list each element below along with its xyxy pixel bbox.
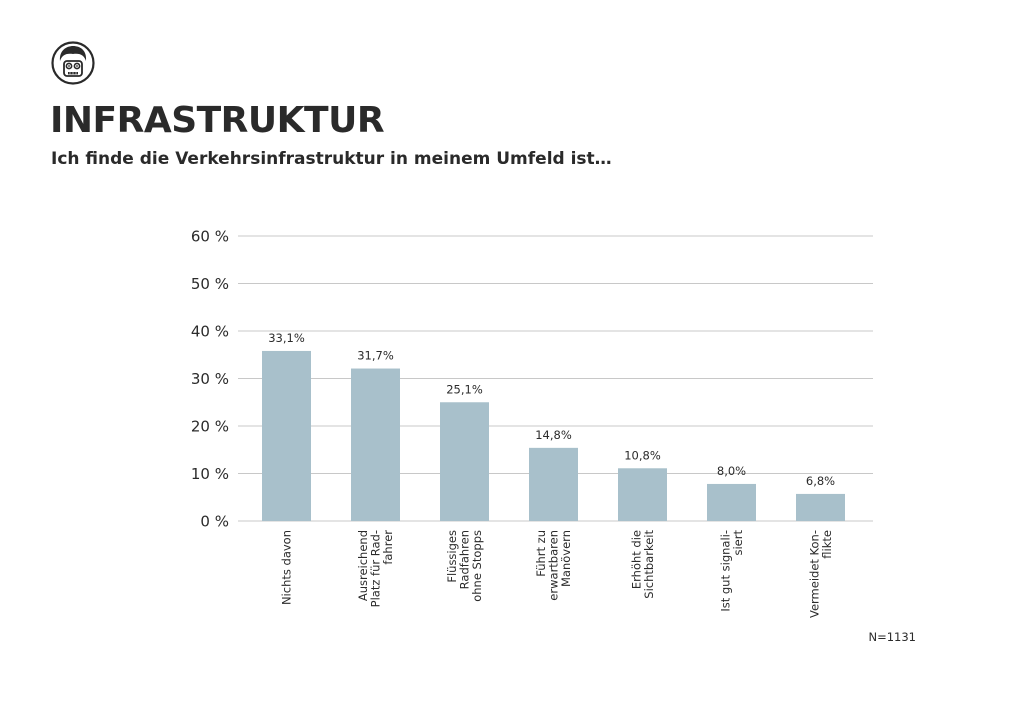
value-label: 33,1% xyxy=(268,331,305,345)
category-label-line: siert xyxy=(731,530,745,556)
y-tick-label: 30 % xyxy=(191,370,229,388)
y-tick-label: 60 % xyxy=(191,228,229,246)
value-label: 25,1% xyxy=(446,382,483,396)
bars xyxy=(262,350,845,521)
value-label: 14,8% xyxy=(535,428,572,442)
bar xyxy=(440,402,489,521)
y-tick-label: 20 % xyxy=(191,418,229,436)
category-label-line: erwartbaren xyxy=(547,530,561,601)
category-label: Nichts davon xyxy=(280,530,294,605)
x-axis: Nichts davon AusreichendPlatz für Rad-fah… xyxy=(280,530,834,619)
category-label-line: Platz für Rad- xyxy=(369,530,383,607)
value-label: 31,7% xyxy=(357,349,394,363)
value-labels: 33,1% 31,7% 25,1% 14,8% 10,8% 8,0% 6,8% xyxy=(268,331,835,488)
category-label-line: Radfahren xyxy=(458,530,472,589)
face-icon xyxy=(51,41,95,85)
category-label-line: Sichtbarkeit xyxy=(642,530,656,599)
bar xyxy=(796,493,845,521)
y-axis: 0 % 10 % 20 % 30 % 40 % 50 % 60 % xyxy=(191,228,229,531)
category-label: FlüssigesRadfahrenohne Stopps xyxy=(445,530,484,602)
page-subtitle: Ich finde die Verkehrsinfrastruktur in m… xyxy=(51,149,612,169)
category-label: Ist gut signali-siert xyxy=(718,530,745,612)
bar xyxy=(262,350,311,521)
bar xyxy=(529,447,578,521)
category-label-line: Ist gut signali- xyxy=(718,530,732,612)
category-label-line: Führt zu xyxy=(534,530,548,577)
page-title: INFRASTRUKTUR xyxy=(50,100,385,141)
category-label-line: Flüssiges xyxy=(445,530,459,583)
sample-size-note: N=1131 xyxy=(868,630,916,644)
y-tick-label: 0 % xyxy=(200,513,229,531)
value-label: 6,8% xyxy=(806,474,835,488)
category-label-line: ohne Stopps xyxy=(470,530,484,602)
bar xyxy=(351,368,400,521)
gridlines xyxy=(238,235,873,522)
value-label: 8,0% xyxy=(717,464,746,478)
category-label-line: Vermeidet Kon- xyxy=(807,530,821,618)
category-label: Vermeidet Kon-flikte xyxy=(807,530,834,618)
category-label: Führt zuerwartbarenManövern xyxy=(534,530,573,601)
category-label: AusreichendPlatz für Rad-fahrer xyxy=(356,530,395,608)
category-label-line: Erhöht die xyxy=(629,530,643,589)
y-tick-label: 40 % xyxy=(191,323,229,341)
category-label-line: flikte xyxy=(820,530,834,559)
value-label: 10,8% xyxy=(624,448,661,462)
bar xyxy=(618,468,667,521)
y-tick-label: 50 % xyxy=(191,275,229,293)
bar xyxy=(707,483,756,521)
y-tick-label: 10 % xyxy=(191,465,229,483)
category-label-line: Manövern xyxy=(559,530,573,587)
category-label-line: Ausreichend xyxy=(356,530,370,601)
category-label-line: Nichts davon xyxy=(280,530,294,605)
category-label: Erhöht dieSichtbarkeit xyxy=(629,530,656,599)
category-label-line: fahrer xyxy=(381,530,395,565)
